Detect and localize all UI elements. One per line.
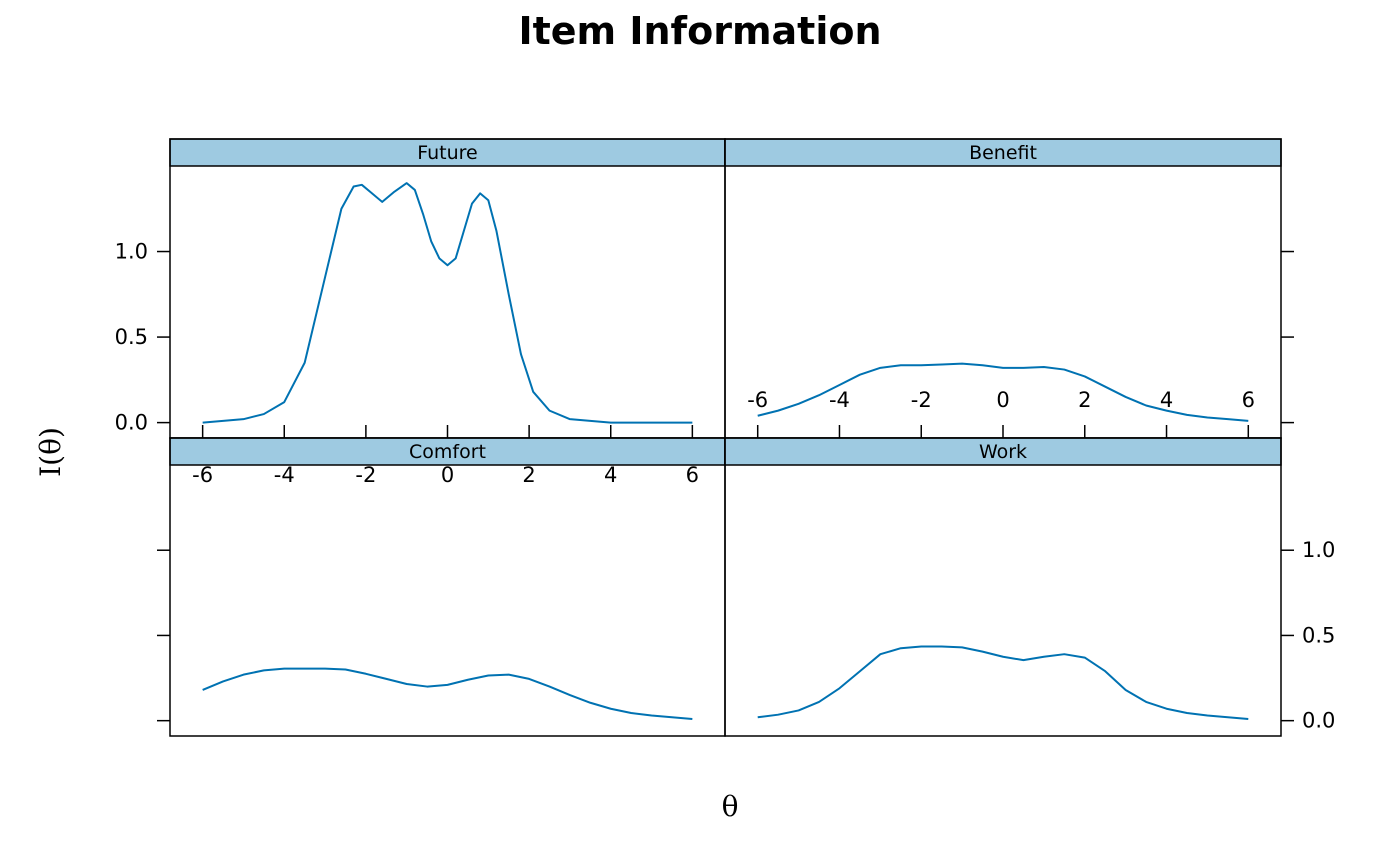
x-tick-label: -4 bbox=[274, 463, 295, 487]
x-tick-label: 6 bbox=[686, 463, 699, 487]
strip-label-comfort: Comfort bbox=[409, 441, 486, 463]
x-tick-label: -2 bbox=[911, 388, 932, 412]
y-tick-label: 0.0 bbox=[1302, 709, 1335, 733]
chart-title: Item Information bbox=[518, 9, 881, 53]
x-tick-label: -6 bbox=[747, 388, 768, 412]
y-tick-label: 0.5 bbox=[115, 325, 148, 349]
x-tick-label: 0 bbox=[441, 463, 454, 487]
x-tick-label: 6 bbox=[1242, 388, 1255, 412]
y-tick-label: 0.5 bbox=[1302, 623, 1335, 647]
panel-comfort: Comfort bbox=[157, 425, 726, 737]
strip-label-work: Work bbox=[979, 441, 1027, 463]
panel-border-work bbox=[724, 437, 1282, 737]
panels-layer: Future -6 -4 -2 0 2 4 6 0.0 0.5 1.0 Benefit Comfort W… bbox=[115, 138, 1335, 737]
x-axis-label: θ bbox=[722, 790, 739, 823]
curve-work bbox=[757, 645, 1249, 720]
y-tick-label: 0.0 bbox=[115, 411, 148, 435]
x-tick-label: 2 bbox=[522, 463, 535, 487]
x-tick-label: 4 bbox=[1160, 388, 1173, 412]
panel-future: Future -6 -4 -2 0 2 4 6 0.0 0.5 1.0 bbox=[115, 138, 726, 487]
y-axis-label: I(θ) bbox=[34, 427, 67, 477]
panel-border-future bbox=[169, 138, 726, 439]
strip-work bbox=[724, 437, 1282, 466]
curve-benefit bbox=[757, 362, 1249, 422]
strip-label-future: Future bbox=[417, 142, 478, 164]
strip-label-benefit: Benefit bbox=[969, 142, 1037, 164]
y-tick-label: 1.0 bbox=[115, 240, 148, 264]
curve-future bbox=[202, 182, 693, 424]
panel-work: Work -6 -4 -2 0 2 4 6 0.0 0.5 1.0 bbox=[724, 388, 1335, 737]
x-tick-label: -6 bbox=[192, 463, 213, 487]
curve-comfort bbox=[202, 667, 693, 720]
x-tick-label: -2 bbox=[355, 463, 376, 487]
x-tick-label: -4 bbox=[829, 388, 850, 412]
x-tick-label: 4 bbox=[604, 463, 617, 487]
y-tick-label: 1.0 bbox=[1302, 538, 1335, 562]
x-tick-label: 2 bbox=[1078, 388, 1091, 412]
x-tick-label: 0 bbox=[996, 388, 1009, 412]
